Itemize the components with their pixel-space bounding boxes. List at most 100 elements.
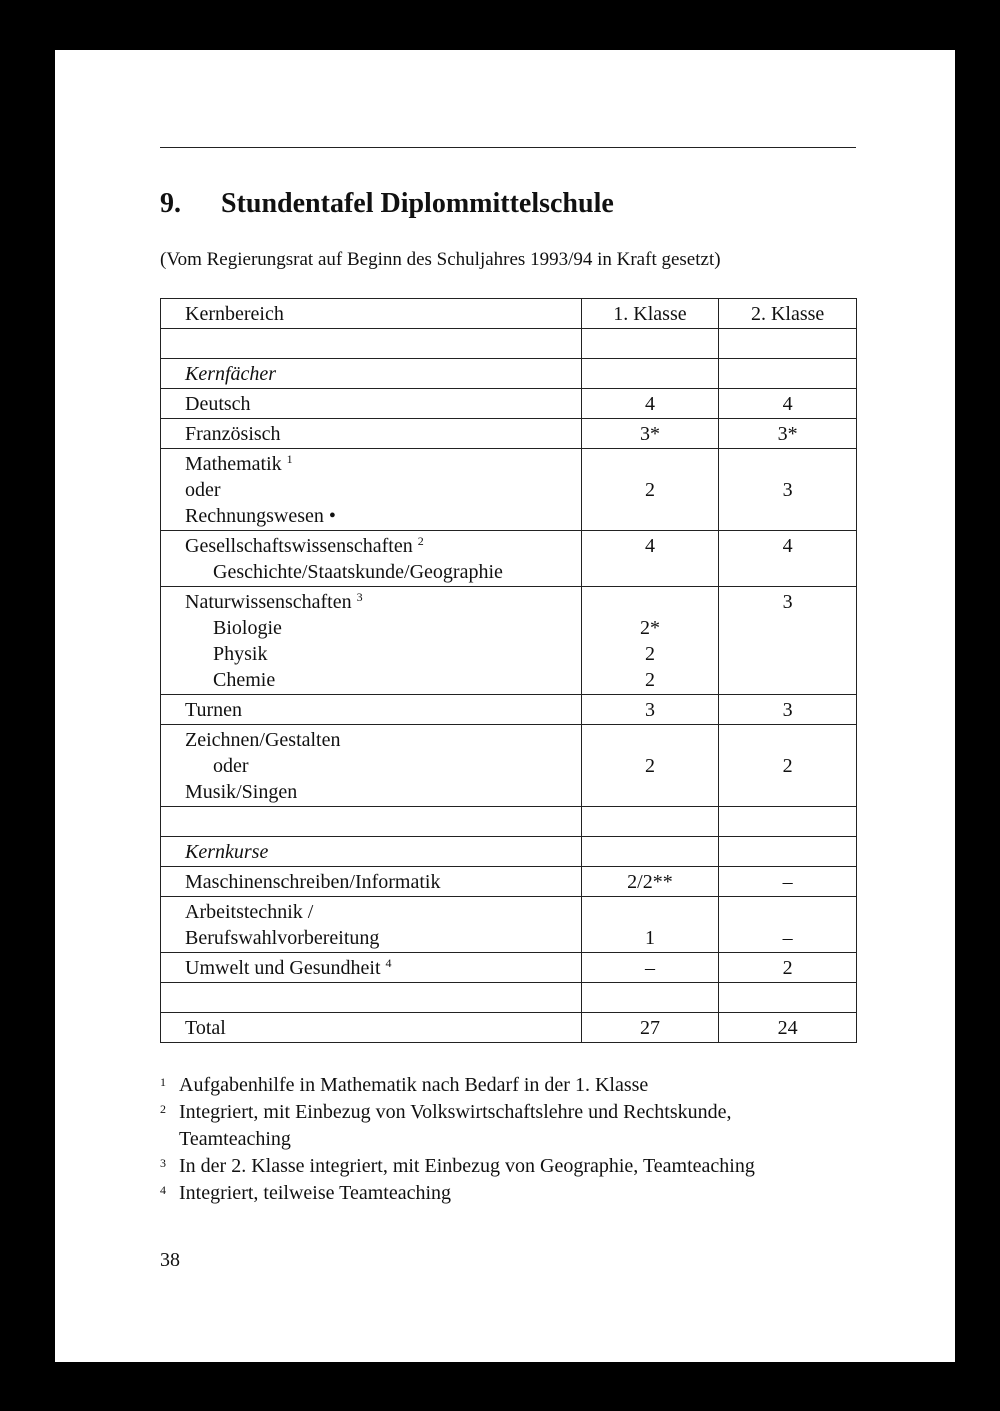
subject-label: Gesellschaftswissenschaften 2 xyxy=(185,533,581,559)
header-cell: 2. Klasse xyxy=(718,298,857,329)
subject-label: Mathematik 1 xyxy=(185,451,581,477)
lesson-count xyxy=(582,839,719,865)
lesson-count: 4 xyxy=(782,393,793,415)
lesson-count xyxy=(719,641,856,667)
footnote: 1 Aufgabenhilfe in Mathematik nach Bedarf… xyxy=(160,1072,755,1099)
subject-cell: Naturwissenschaften 3 Biologie Physik Chemi… xyxy=(160,586,582,695)
footnote-mark: 3 xyxy=(160,1156,166,1170)
footnote-text: Teamteaching xyxy=(179,1128,291,1150)
lesson-count xyxy=(582,503,719,529)
subject-label xyxy=(185,809,581,835)
klasse-2-cell: 2 xyxy=(718,952,857,983)
lesson-count: 2 xyxy=(644,643,655,665)
footnote-ref: 4 xyxy=(385,956,392,970)
klasse-1-cell: 3* xyxy=(580,418,720,449)
subtitle: (Vom Regierungsrat auf Beginn des Schulj… xyxy=(160,249,721,270)
subject-text: Umwelt und Gesundheit xyxy=(185,957,381,979)
subject-cell: Umwelt und Gesundheit 4 xyxy=(160,952,582,983)
subject-text: oder xyxy=(213,755,249,777)
footnote: 4 Integriert, teilweise Teamteaching xyxy=(160,1180,755,1207)
klasse-2-cell: 24 xyxy=(718,1012,857,1043)
lesson-count xyxy=(719,985,856,1011)
subject-text: Kernfächer xyxy=(185,363,277,385)
lesson-count: 2* xyxy=(639,617,660,639)
subject-label: Total xyxy=(185,1015,581,1041)
lesson-count xyxy=(719,559,856,585)
lesson-count xyxy=(719,727,856,753)
subject-cell xyxy=(160,806,582,837)
lesson-count xyxy=(582,451,719,477)
section-label: Kernkurse xyxy=(185,839,581,865)
table-row: Total 27 24 xyxy=(160,1012,857,1043)
table-row xyxy=(160,982,857,1013)
klasse-1-cell xyxy=(580,982,720,1013)
table-row: Naturwissenschaften 3 Biologie Physik Chemi… xyxy=(160,586,857,695)
table-row: Umwelt und Gesundheit 4 – 2 xyxy=(160,952,857,983)
klasse-2-cell: – xyxy=(718,866,857,897)
subject-label: Physik xyxy=(185,641,581,667)
lesson-count: 4 xyxy=(644,535,655,557)
footnote-mark: 1 xyxy=(160,1075,166,1089)
subject-cell: Maschinenschreiben/Informatik xyxy=(160,866,582,897)
table-row: Kernkurse xyxy=(160,836,857,867)
klasse-1-cell: 2* 2 2 xyxy=(580,586,720,695)
table-row: Französisch 3* 3* xyxy=(160,418,857,449)
table-row: Maschinenschreiben/Informatik 2/2** – xyxy=(160,866,857,897)
subject-text: Gesellschaftswissenschaften xyxy=(185,535,413,557)
klasse-1-cell: 4 xyxy=(580,388,720,419)
lesson-count xyxy=(582,559,719,585)
table-row: Arbeitstechnik / Berufswahlvorbereitung 1 – xyxy=(160,896,857,953)
subject-text: Chemie xyxy=(213,669,276,691)
table-row: Zeichnen/Gestalten oder Musik/Singen 2 2 xyxy=(160,724,857,807)
header-rule xyxy=(160,147,856,148)
lesson-count xyxy=(582,985,719,1011)
header-label: Kernbereich xyxy=(185,303,284,325)
lesson-count: 2/2** xyxy=(627,871,673,893)
subject-cell: Kernfächer xyxy=(160,358,582,389)
klasse-1-cell: 4 xyxy=(580,530,720,587)
table-row: Deutsch 4 4 xyxy=(160,388,857,419)
lesson-count: – xyxy=(782,871,793,893)
subject-label xyxy=(185,331,581,357)
lesson-count: 3 xyxy=(644,699,655,721)
lesson-count: 27 xyxy=(639,1017,660,1039)
klasse-2-cell xyxy=(718,328,857,359)
subject-label: Turnen xyxy=(185,697,581,723)
table-row xyxy=(160,806,857,837)
subject-label: Rechnungswesen • xyxy=(185,503,581,529)
subject-text: Arbeitstechnik / xyxy=(185,901,314,923)
lesson-count xyxy=(719,809,856,835)
subject-cell: Gesellschaftswissenschaften 2 Geschichte/… xyxy=(160,530,582,587)
lesson-count: 2 xyxy=(782,755,793,777)
klasse-1-cell: 27 xyxy=(580,1012,720,1043)
lesson-count xyxy=(719,899,856,925)
klasse-1-cell xyxy=(580,836,720,867)
subject-cell: Turnen xyxy=(160,694,582,725)
footnote-text: In der 2. Klasse integriert, mit Einbezu… xyxy=(179,1155,755,1177)
table-header-row: Kernbereich 1. Klasse 2. Klasse xyxy=(160,298,857,329)
header-label: 2. Klasse xyxy=(750,303,825,325)
lesson-count xyxy=(582,779,719,805)
lesson-count xyxy=(719,615,856,641)
subject-text: Mathematik xyxy=(185,453,282,475)
footnote-mark: 2 xyxy=(160,1102,166,1116)
klasse-2-cell xyxy=(718,806,857,837)
subject-label xyxy=(185,985,581,1011)
lesson-count xyxy=(719,779,856,805)
footnote-text: Integriert, teilweise Teamteaching xyxy=(179,1182,452,1204)
lesson-count: 4 xyxy=(782,535,793,557)
footnote: 2 Integriert, mit Einbezug von Volkswirts… xyxy=(160,1099,755,1126)
footnote-ref: 2 xyxy=(417,534,424,548)
subject-label: Arbeitstechnik / xyxy=(185,899,581,925)
lesson-count: 3* xyxy=(777,423,798,445)
klasse-2-cell: 3 xyxy=(718,448,857,531)
subject-text: Biologie xyxy=(213,617,282,639)
subject-cell xyxy=(160,982,582,1013)
footnote-text: Integriert, mit Einbezug von Volkswirtsc… xyxy=(179,1101,732,1123)
subject-label: Zeichnen/Gestalten xyxy=(185,727,581,753)
klasse-1-cell xyxy=(580,806,720,837)
footnote-ref: 1 xyxy=(286,452,293,466)
subject-cell: Arbeitstechnik / Berufswahlvorbereitung xyxy=(160,896,582,953)
subject-cell: Total xyxy=(160,1012,582,1043)
klasse-2-cell: 3 xyxy=(718,694,857,725)
